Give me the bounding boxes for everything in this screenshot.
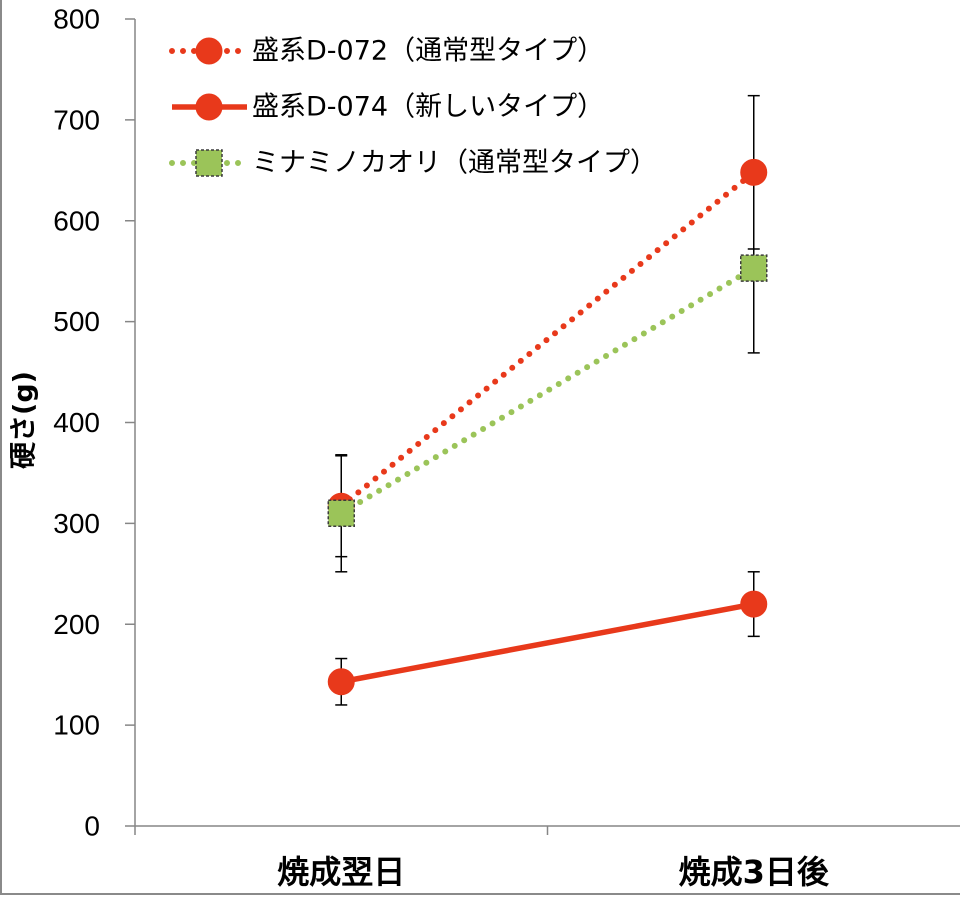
axes: 0 100 200 300 400 500 600 700 800 焼成翌日 焼成3日後 bbox=[53, 4, 960, 891]
y-tick-label: 100 bbox=[53, 710, 100, 741]
y-tick-label: 0 bbox=[84, 811, 100, 842]
series-3-point bbox=[327, 499, 355, 528]
legend-marker bbox=[195, 93, 223, 121]
legend-item: 盛系D-074（新しいタイプ） bbox=[172, 92, 604, 123]
y-axis-title: 硬さ(g) bbox=[9, 371, 40, 469]
legend-label: 盛系D-074（新しいタイプ） bbox=[252, 92, 604, 123]
y-tick-label: 200 bbox=[53, 609, 100, 640]
data-markers bbox=[327, 158, 768, 696]
series-3-point bbox=[740, 254, 768, 282]
legend-label: 盛系D-072（通常型タイプ） bbox=[252, 36, 604, 67]
y-tick-label: 700 bbox=[53, 104, 100, 135]
legend-label: ミナミノカオリ（通常型タイプ） bbox=[252, 148, 657, 179]
x-category-label: 焼成3日後 bbox=[679, 853, 830, 891]
y-tick-label: 800 bbox=[53, 4, 100, 35]
series-1-line bbox=[338, 169, 757, 510]
legend-marker bbox=[195, 149, 223, 177]
series-3-line bbox=[338, 265, 757, 517]
x-category-label: 焼成翌日 bbox=[277, 853, 405, 891]
series-2-line bbox=[340, 601, 755, 685]
y-tick-label: 500 bbox=[53, 306, 100, 337]
legend-item: 盛系D-072（通常型タイプ） bbox=[169, 36, 604, 67]
series-2-point bbox=[327, 668, 355, 696]
y-tick-label: 600 bbox=[53, 205, 100, 236]
series-1-point bbox=[740, 158, 768, 186]
series-lines bbox=[338, 169, 757, 685]
legend: 盛系D-072（通常型タイプ） 盛系D-074（新しいタイプ） ミナミノカオリ（通常… bbox=[169, 36, 657, 179]
legend-marker bbox=[195, 37, 223, 65]
legend-item: ミナミノカオリ（通常型タイプ） bbox=[169, 148, 657, 179]
y-tick-label: 400 bbox=[53, 407, 100, 438]
y-tick-label: 300 bbox=[53, 508, 100, 539]
series-2-point bbox=[740, 590, 768, 618]
